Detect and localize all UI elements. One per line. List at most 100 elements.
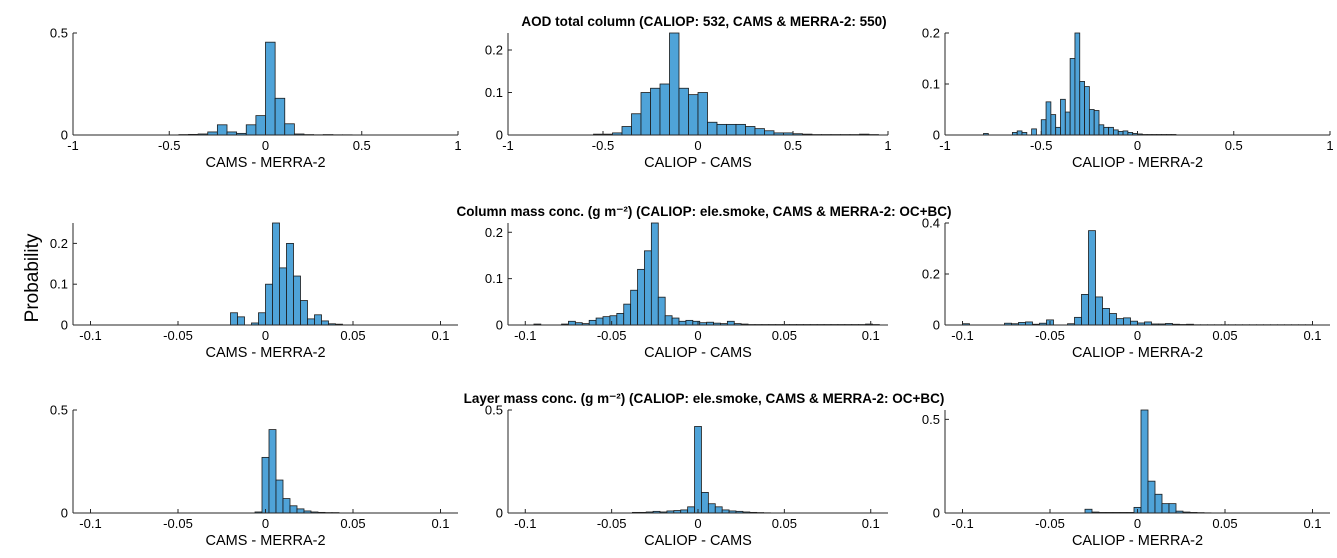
histogram-bar <box>745 126 756 136</box>
histogram-bar <box>321 320 329 326</box>
y-tick-label: 0 <box>933 128 940 143</box>
histogram-bar <box>687 506 695 514</box>
histogram-bar <box>1074 32 1081 136</box>
x-tick-label: -0.1 <box>951 516 973 531</box>
y-tick-label: 0 <box>61 318 68 333</box>
histogram-bar <box>1069 58 1076 136</box>
x-tick-label: 0.05 <box>1212 516 1237 531</box>
histogram-bar <box>1117 131 1124 136</box>
histogram-bar <box>650 87 661 136</box>
histogram-bar <box>1168 503 1177 514</box>
histogram-bar <box>1040 119 1047 136</box>
x-tick-label: 0.05 <box>340 328 365 343</box>
histogram-bar <box>1060 98 1066 136</box>
histogram-bar <box>272 222 280 326</box>
x-tick-label: 0 <box>694 138 701 153</box>
x-tick-label: 0.1 <box>431 328 449 343</box>
y-tick-label: 0.5 <box>50 26 68 41</box>
y-tick-label: 0.5 <box>922 412 940 427</box>
histogram-bar <box>726 123 737 136</box>
histogram-bar <box>1122 130 1129 136</box>
histogram-bar <box>1098 124 1105 136</box>
y-tick-label: 0.5 <box>485 403 503 418</box>
y-tick-label: 0 <box>61 128 68 143</box>
subplot-r1-c1: -0.1 -0.05 0 0.05 0.1 0 0.1 0.2 CALIOP - CAMS <box>485 222 888 361</box>
histogram-bar <box>1103 126 1110 136</box>
histogram-bar <box>307 318 315 326</box>
y-tick-label: 0 <box>496 318 503 333</box>
histogram-bar <box>275 479 284 514</box>
x-tick-label: 0.1 <box>1303 516 1321 531</box>
row-title: Column mass conc. (g m⁻²) (CALIOP: ele.s… <box>456 204 951 219</box>
y-tick-label: 0 <box>496 506 503 521</box>
histogram-bar <box>621 126 632 136</box>
x-axis-label: CAMS - MERRA-2 <box>205 533 325 549</box>
histogram-bar <box>274 97 286 136</box>
histogram-bar <box>588 319 597 326</box>
histogram-bar <box>716 123 727 136</box>
x-tick-label: 0.05 <box>1212 328 1237 343</box>
histogram-bar <box>300 300 308 326</box>
histogram-bar <box>664 315 673 326</box>
histogram-bar <box>1031 128 1037 136</box>
y-tick-label: 0.2 <box>485 43 503 58</box>
histogram-bar <box>1140 409 1149 514</box>
histogram-bar <box>1088 230 1096 326</box>
subplot-r0-c0: -1 -0.5 0 0.5 1 0 0.5 CAMS - MERRA-2 <box>50 26 462 172</box>
histogram-bar <box>616 313 625 326</box>
histogram-bar <box>640 92 651 136</box>
histogram-bar <box>1113 129 1119 136</box>
x-tick-label: -0.1 <box>951 328 973 343</box>
histogram-bar <box>296 508 305 514</box>
x-tick-label: -0.1 <box>514 328 536 343</box>
histogram-bar <box>314 314 322 326</box>
histogram-bar <box>685 319 694 326</box>
subplot-r1-c2: -0.1 -0.05 0 0.05 0.1 0 0.2 0.4 CALIOP - MERRA-2 <box>922 216 1330 361</box>
x-tick-label: -0.5 <box>158 138 180 153</box>
x-tick-label: 0 <box>262 516 269 531</box>
histogram-bar <box>1093 110 1100 136</box>
x-tick-label: 0 <box>694 328 701 343</box>
x-tick-label: 0.1 <box>862 516 880 531</box>
histogram-bar <box>678 320 687 326</box>
histogram-bar <box>754 128 765 136</box>
x-axis-label: CALIOP - CAMS <box>644 533 752 549</box>
histogram-bar <box>1084 86 1090 136</box>
histogram-bar <box>1050 114 1057 136</box>
x-tick-label: -0.1 <box>79 328 101 343</box>
histogram-bar <box>714 506 723 514</box>
histogram-bar <box>644 250 652 326</box>
histogram-bar <box>1045 101 1052 136</box>
y-tick-label: 0.1 <box>485 85 503 100</box>
subplot-r1-c0: -0.1 -0.05 0 0.05 0.1 0 0.1 0.2 CAMS - MERRA-2 <box>50 222 458 361</box>
x-tick-label: 0.05 <box>772 328 797 343</box>
histogram-bar <box>1161 503 1170 514</box>
histogram-bar <box>1074 316 1082 326</box>
x-tick-label: -0.05 <box>597 328 627 343</box>
histogram-bar <box>707 503 716 514</box>
x-axis-label: CAMS - MERRA-2 <box>205 155 325 171</box>
y-tick-label: 0.2 <box>922 26 940 41</box>
histogram-bar <box>1088 109 1095 136</box>
y-tick-label: 0 <box>496 128 503 143</box>
x-tick-label: 0.1 <box>862 328 880 343</box>
subplot-r0-c2: -1 -0.5 0 0.5 1 0 0.1 0.2 CALIOP - MERRA-2 <box>922 26 1334 172</box>
histogram-bar <box>650 222 659 326</box>
y-tick-label: 0.4 <box>922 216 940 231</box>
histogram-bar <box>735 123 746 136</box>
x-tick-label: -0.1 <box>514 516 536 531</box>
subplot-r0-c1: -1 -0.5 0 0.5 1 0 0.1 0.2 CALIOP - CAMS <box>485 32 892 171</box>
histogram-bar <box>630 289 638 326</box>
y-tick-label: 0.5 <box>50 403 68 418</box>
histogram-bar <box>265 41 276 136</box>
histogram-bar <box>697 92 708 136</box>
histogram-bar <box>293 275 301 326</box>
histogram-bar <box>609 315 618 326</box>
x-tick-label: -0.1 <box>79 516 101 531</box>
x-tick-label: -0.05 <box>597 516 627 531</box>
x-tick-label: -0.05 <box>1035 516 1065 531</box>
histogram-bar <box>268 429 277 514</box>
x-tick-label: 0.5 <box>353 138 371 153</box>
histogram-bar <box>1102 308 1110 326</box>
